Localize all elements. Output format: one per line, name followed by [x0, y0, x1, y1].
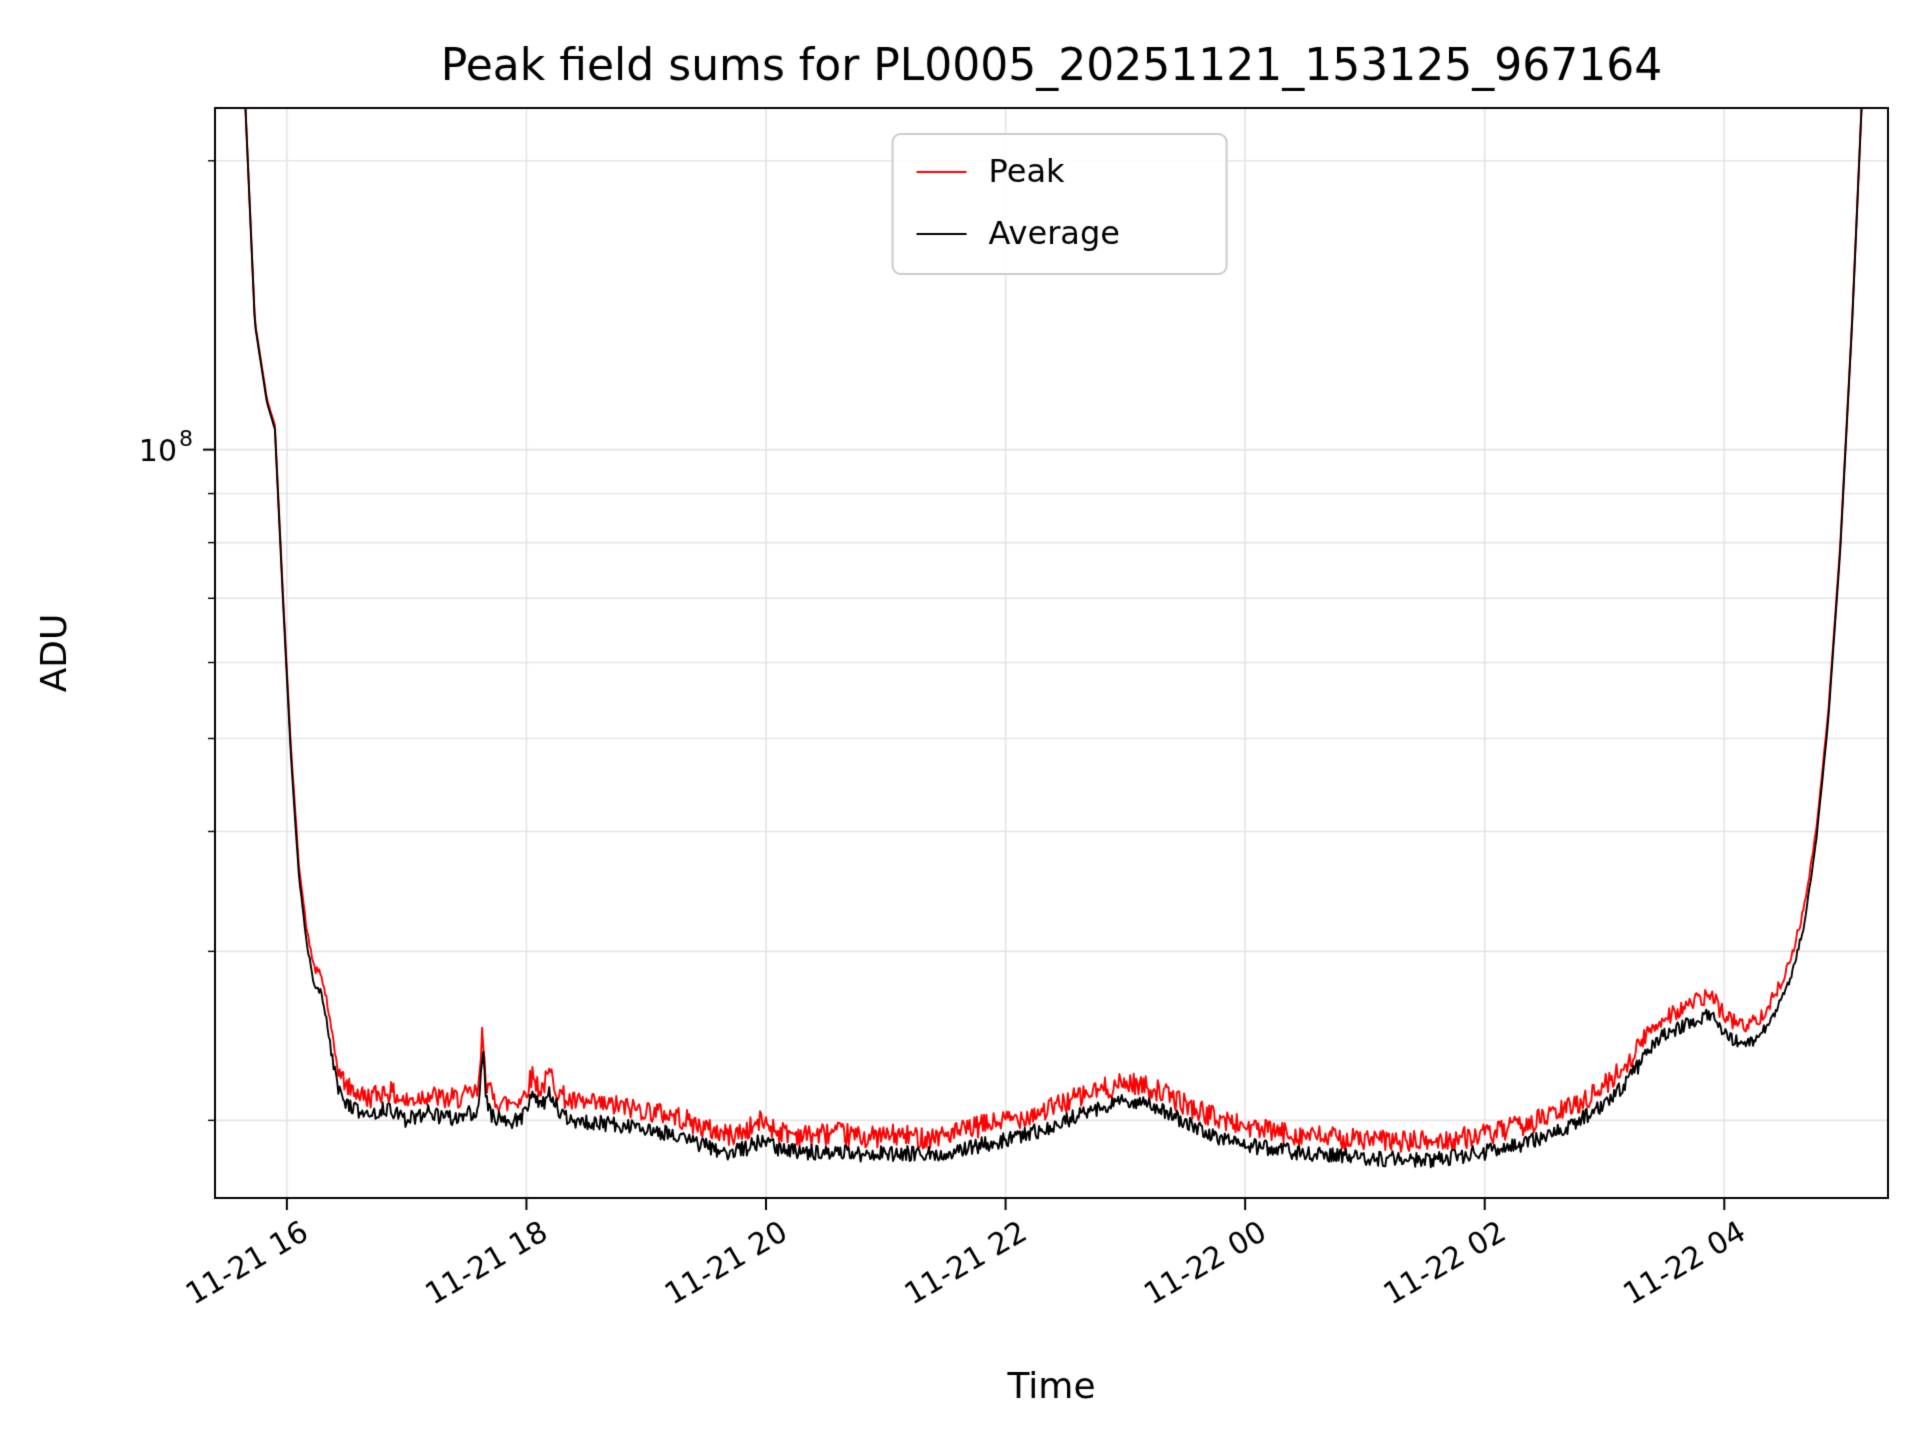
figure: Peak field sums for PL0005_20251121_1531… [0, 0, 1920, 1440]
chart-canvas [0, 0, 1920, 1440]
